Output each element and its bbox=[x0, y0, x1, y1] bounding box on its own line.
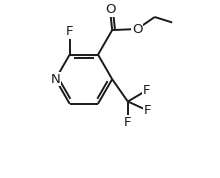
Text: F: F bbox=[124, 116, 132, 129]
Text: F: F bbox=[66, 25, 73, 38]
Text: O: O bbox=[105, 3, 115, 16]
Text: N: N bbox=[51, 73, 60, 86]
Text: F: F bbox=[143, 84, 150, 97]
Text: O: O bbox=[132, 22, 143, 35]
Text: F: F bbox=[143, 104, 151, 117]
